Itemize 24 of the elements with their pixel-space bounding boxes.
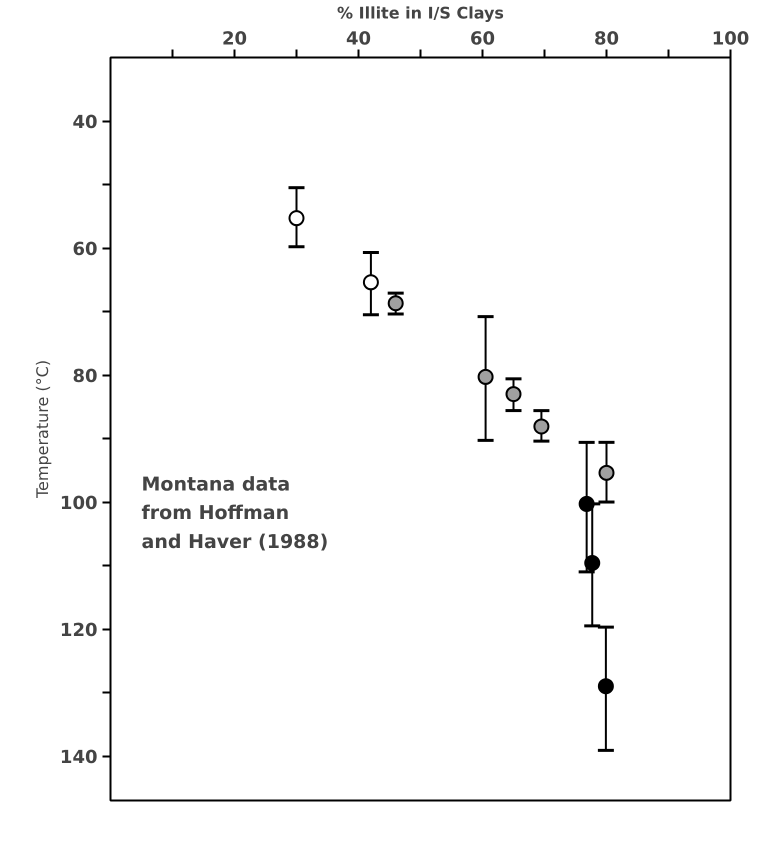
x-tick-label: 80 — [594, 28, 620, 50]
y-tick-label: 80 — [72, 366, 98, 388]
y-axis-title: Temperature (°C) — [32, 360, 52, 500]
x-axis-title: % Illite in I/S Clays — [337, 4, 504, 22]
y-tick-label: 140 — [60, 747, 98, 768]
x-tick-label: 100 — [712, 28, 750, 50]
y-tick-label: 120 — [60, 620, 98, 642]
y-tick-label: 40 — [72, 112, 98, 134]
x-tick-label: 40 — [346, 28, 372, 50]
point — [578, 496, 595, 512]
point — [388, 295, 404, 312]
point — [362, 274, 379, 290]
point — [506, 386, 522, 402]
point — [584, 555, 600, 571]
point — [478, 368, 494, 385]
y-tick-label: 100 — [60, 493, 98, 514]
point — [288, 210, 304, 226]
point — [598, 464, 614, 481]
point — [533, 418, 550, 434]
x-tick-label: 60 — [470, 28, 496, 50]
x-tick-label: 20 — [222, 28, 248, 50]
point — [598, 678, 614, 694]
annotation: Montana data from Hoffman and Haver (1988) — [142, 474, 328, 553]
y-tick-label: 60 — [72, 239, 98, 260]
